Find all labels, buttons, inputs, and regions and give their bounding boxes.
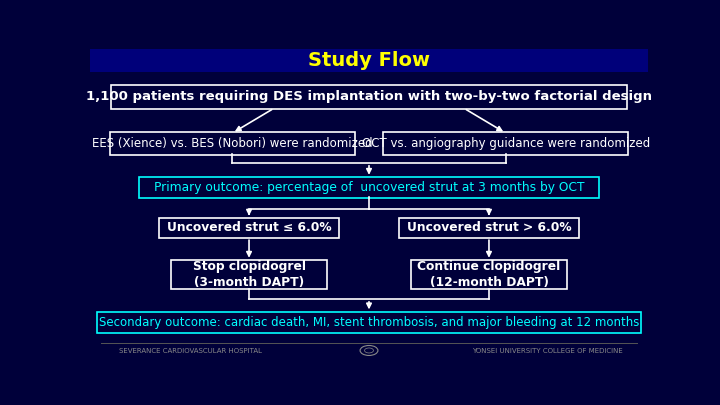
FancyBboxPatch shape	[171, 260, 327, 289]
Text: Uncovered strut ≤ 6.0%: Uncovered strut ≤ 6.0%	[167, 222, 331, 234]
Text: Secondary outcome: cardiac death, MI, stent thrombosis, and major bleeding at 12: Secondary outcome: cardiac death, MI, st…	[99, 316, 639, 329]
FancyBboxPatch shape	[97, 311, 641, 333]
Text: Uncovered strut > 6.0%: Uncovered strut > 6.0%	[407, 222, 571, 234]
Text: EES (Xience) vs. BES (Nobori) were randomized: EES (Xience) vs. BES (Nobori) were rando…	[92, 137, 373, 150]
FancyBboxPatch shape	[399, 218, 580, 238]
Text: Study Flow: Study Flow	[308, 51, 430, 70]
Bar	[90, 49, 648, 72]
FancyBboxPatch shape	[411, 260, 567, 289]
FancyBboxPatch shape	[383, 132, 628, 155]
Text: Primary outcome: percentage of  uncovered strut at 3 months by OCT: Primary outcome: percentage of uncovered…	[154, 181, 584, 194]
Text: Continue clopidogrel
(12-month DAPT): Continue clopidogrel (12-month DAPT)	[418, 260, 561, 289]
Text: 1,100 patients requiring DES implantation with two-by-two factorial design: 1,100 patients requiring DES implantatio…	[86, 90, 652, 103]
FancyBboxPatch shape	[110, 132, 355, 155]
FancyBboxPatch shape	[158, 218, 339, 238]
FancyBboxPatch shape	[111, 85, 627, 109]
Text: SEVERANCE CARDIOVASCULAR HOSPITAL: SEVERANCE CARDIOVASCULAR HOSPITAL	[119, 348, 262, 354]
Text: OCT vs. angiography guidance were randomized: OCT vs. angiography guidance were random…	[361, 137, 650, 150]
Text: Stop clopidogrel
(3-month DAPT): Stop clopidogrel (3-month DAPT)	[192, 260, 305, 289]
FancyBboxPatch shape	[139, 177, 599, 198]
Text: YONSEI UNIVERSITY COLLEGE OF MEDICINE: YONSEI UNIVERSITY COLLEGE OF MEDICINE	[472, 348, 623, 354]
